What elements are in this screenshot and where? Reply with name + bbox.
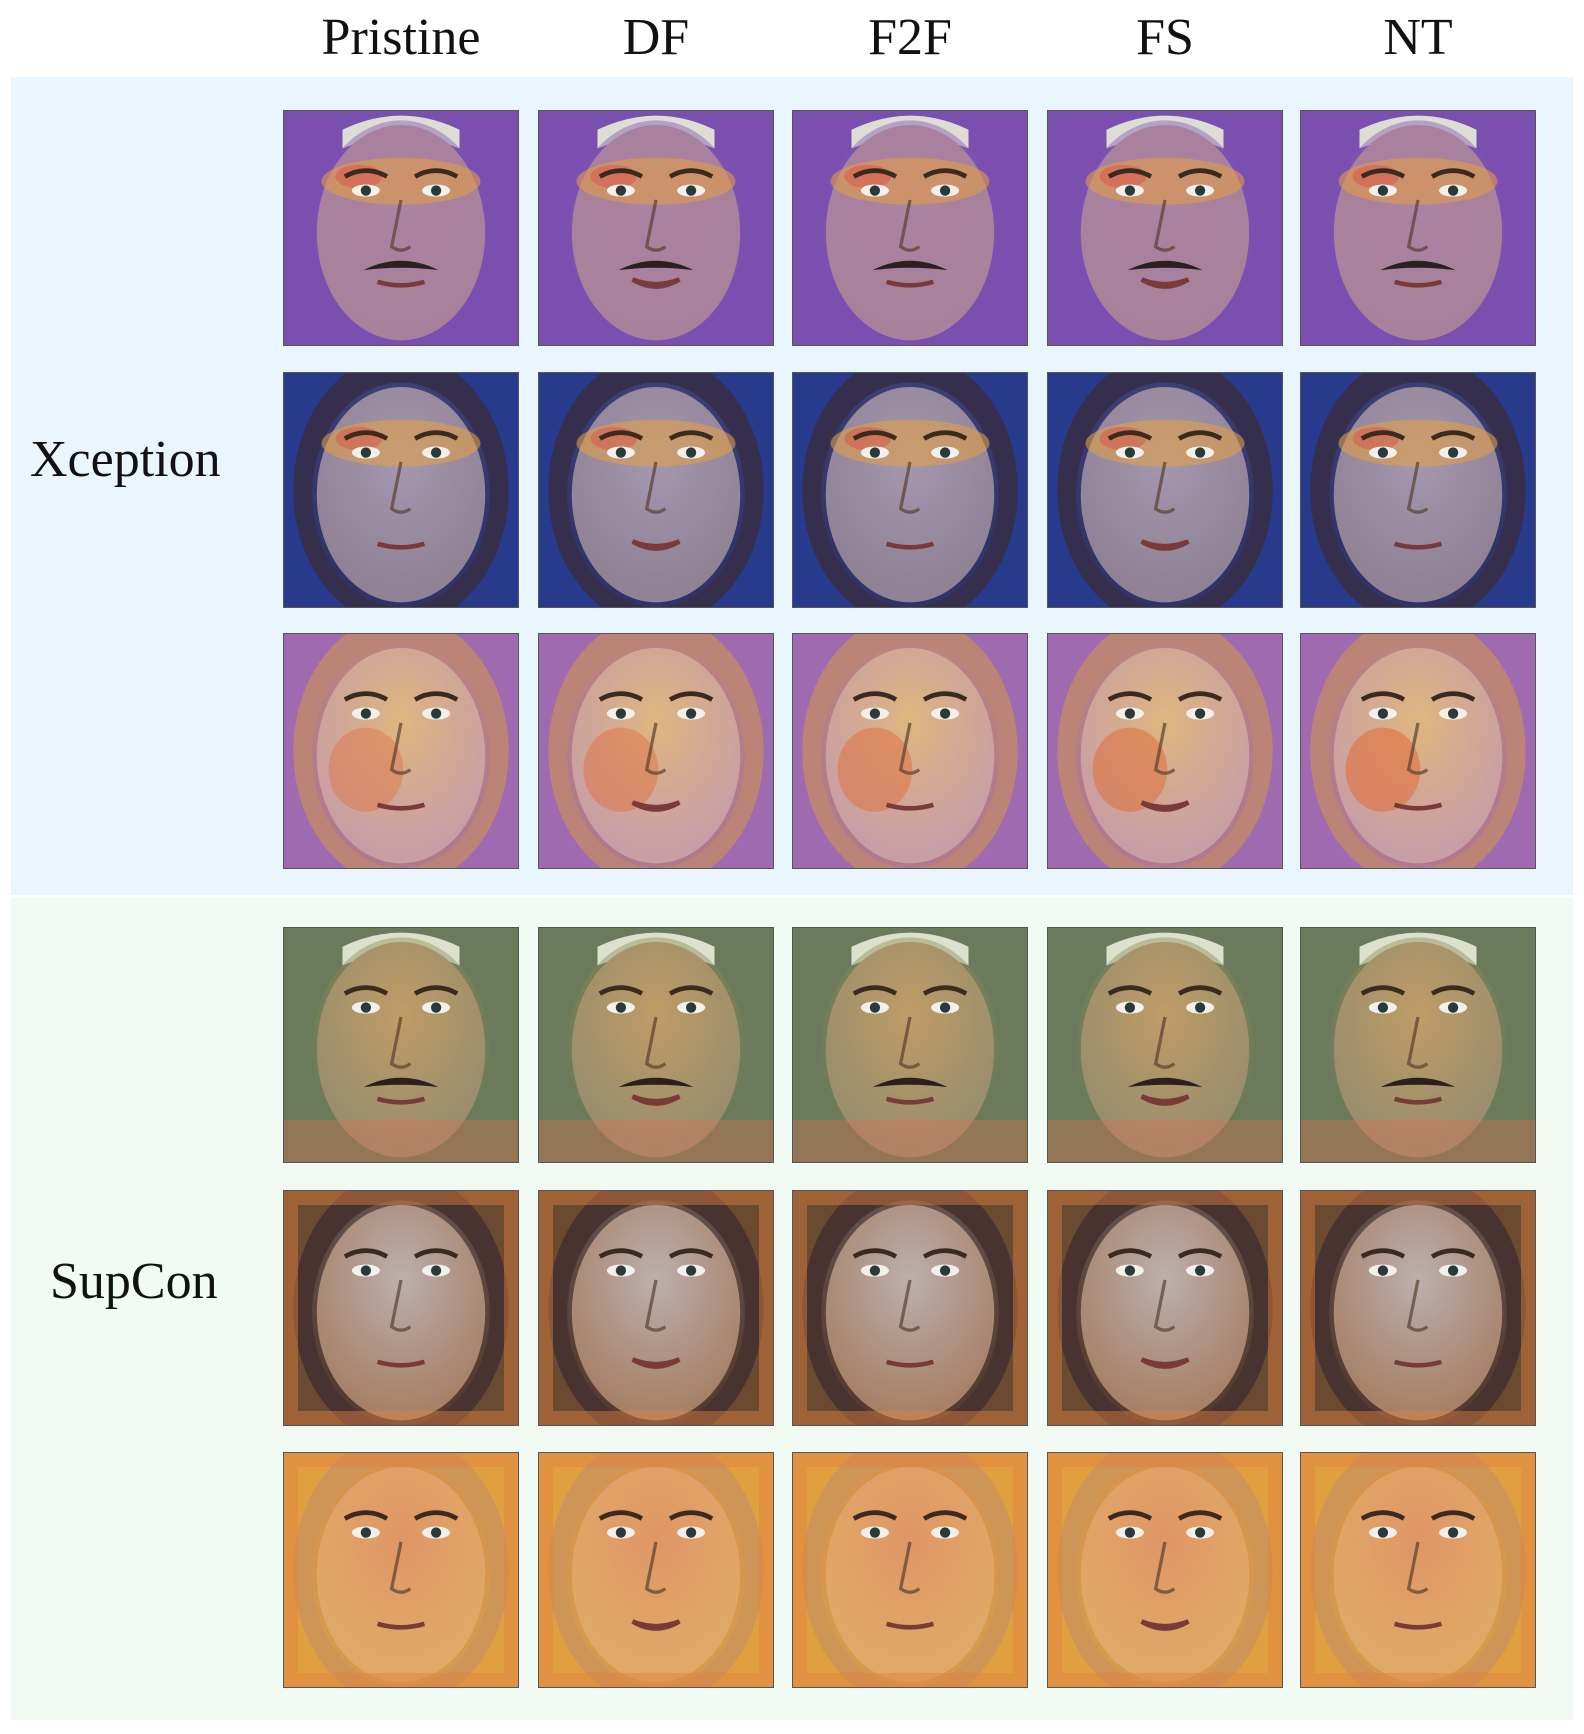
model-label-supcon: SupCon — [50, 1253, 218, 1310]
heatmap-supcon-row2-nt — [1300, 1190, 1536, 1426]
column-header-f2f: F2F — [868, 9, 952, 66]
face-image — [1301, 1191, 1535, 1425]
heatmap-xception-row1-df — [538, 110, 774, 346]
column-header-fs: FS — [1136, 9, 1194, 66]
heatmap-xception-row1-nt — [1300, 110, 1536, 346]
face-image — [1048, 1453, 1282, 1687]
face-image — [793, 634, 1027, 868]
heatmap-supcon-row1-pristine — [283, 927, 519, 1163]
heatmap-xception-row3-df — [538, 633, 774, 869]
model-label-xception: Xception — [30, 431, 221, 488]
heatmap-supcon-row2-df — [538, 1190, 774, 1426]
face-image — [539, 928, 773, 1162]
heatmap-supcon-row1-fs — [1047, 927, 1283, 1163]
face-image — [793, 1453, 1027, 1687]
heatmap-xception-row2-f2f — [792, 372, 1028, 608]
face-image — [284, 634, 518, 868]
heatmap-supcon-row3-f2f — [792, 1452, 1028, 1688]
heatmap-supcon-row2-pristine — [283, 1190, 519, 1426]
face-image — [793, 373, 1027, 607]
column-header-nt: NT — [1383, 9, 1453, 66]
face-image — [284, 373, 518, 607]
heatmap-supcon-row1-f2f — [792, 927, 1028, 1163]
face-image — [1048, 111, 1282, 345]
face-image — [1048, 1191, 1282, 1425]
face-image — [284, 928, 518, 1162]
face-image — [539, 111, 773, 345]
face-image — [284, 1453, 518, 1687]
heatmap-supcon-row3-nt — [1300, 1452, 1536, 1688]
heatmap-supcon-row1-nt — [1300, 927, 1536, 1163]
heatmap-xception-row1-f2f — [792, 110, 1028, 346]
heatmap-supcon-row3-fs — [1047, 1452, 1283, 1688]
face-image — [1048, 634, 1282, 868]
face-image — [1301, 111, 1535, 345]
heatmap-xception-row2-fs — [1047, 372, 1283, 608]
face-image — [1301, 928, 1535, 1162]
heatmap-supcon-row1-df — [538, 927, 774, 1163]
column-header-pristine: Pristine — [321, 9, 481, 66]
heatmap-xception-row3-f2f — [792, 633, 1028, 869]
face-image — [539, 1453, 773, 1687]
face-image — [1301, 373, 1535, 607]
face-image — [793, 1191, 1027, 1425]
face-image — [284, 1191, 518, 1425]
face-image — [1301, 1453, 1535, 1687]
face-image — [793, 111, 1027, 345]
heatmap-xception-row1-pristine — [283, 110, 519, 346]
heatmap-supcon-row2-f2f — [792, 1190, 1028, 1426]
column-header-df: DF — [622, 9, 690, 66]
face-image — [793, 928, 1027, 1162]
heatmap-xception-row3-pristine — [283, 633, 519, 869]
heatmap-xception-row2-pristine — [283, 372, 519, 608]
heatmap-xception-row2-nt — [1300, 372, 1536, 608]
heatmap-supcon-row3-pristine — [283, 1452, 519, 1688]
face-image — [539, 634, 773, 868]
heatmap-supcon-row3-df — [538, 1452, 774, 1688]
face-image — [284, 111, 518, 345]
face-image — [1048, 373, 1282, 607]
face-image — [539, 1191, 773, 1425]
face-image — [1301, 634, 1535, 868]
heatmap-supcon-row2-fs — [1047, 1190, 1283, 1426]
heatmap-xception-row3-fs — [1047, 633, 1283, 869]
heatmap-xception-row3-nt — [1300, 633, 1536, 869]
heatmap-xception-row2-df — [538, 372, 774, 608]
heatmap-xception-row1-fs — [1047, 110, 1283, 346]
face-image — [1048, 928, 1282, 1162]
face-image — [539, 373, 773, 607]
